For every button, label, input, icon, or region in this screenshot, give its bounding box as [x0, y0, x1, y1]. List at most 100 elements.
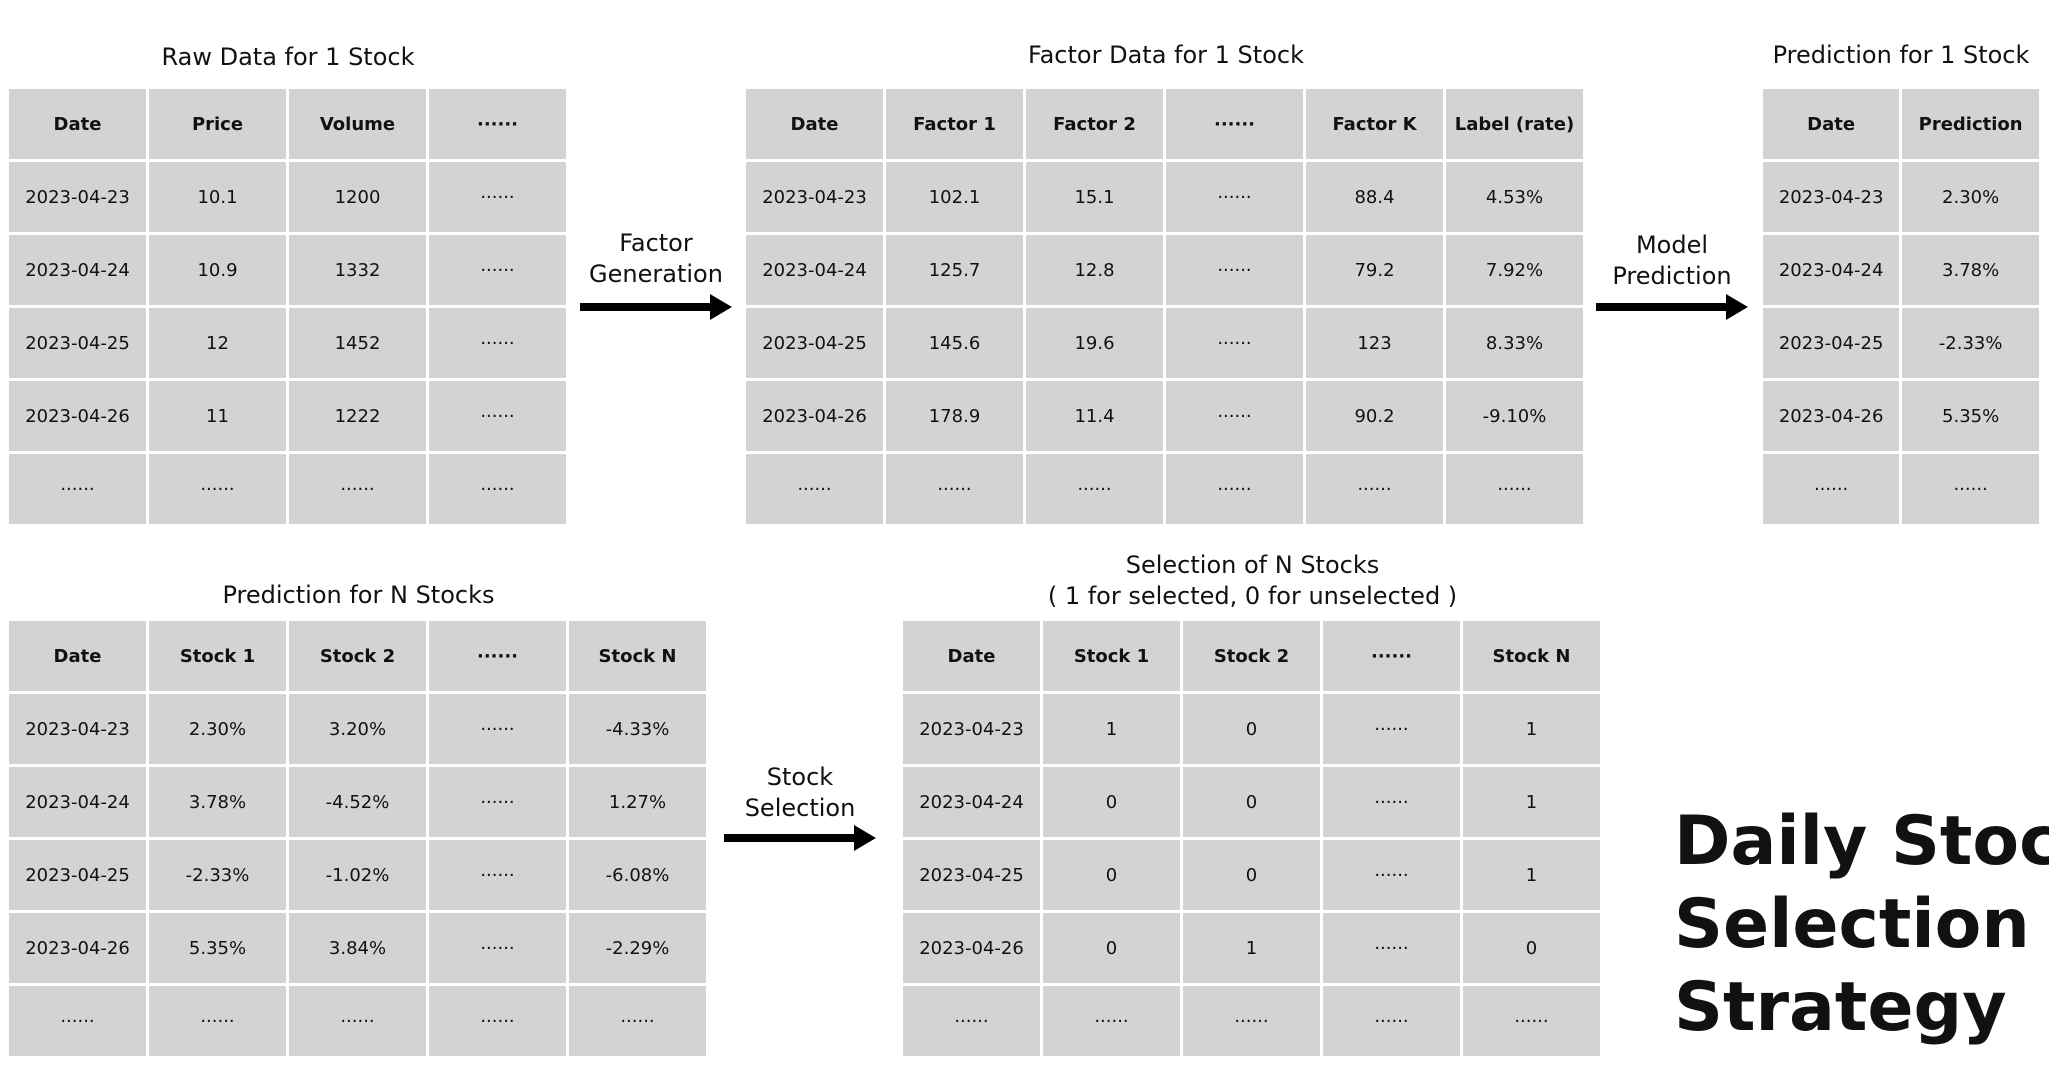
table-cell: -4.33% [566, 691, 709, 767]
table-cell: 5.35% [1899, 378, 2042, 454]
table-cell: ······ [1320, 764, 1463, 840]
table-cell: ······ [1899, 451, 2042, 527]
table-cell: -2.33% [146, 837, 289, 913]
column-header: Factor 2 [1023, 86, 1166, 162]
table-cell: ······ [426, 159, 569, 235]
header-row: Date Stock 1 Stock 2 ······ Stock N [6, 618, 709, 694]
factor-data-panel: Factor Data for 1 Stock Date Factor 1 Fact… [743, 38, 1589, 528]
header-row: Date Factor 1 Factor 2 ······ Factor K Label … [743, 86, 1586, 162]
table-cell: 7.92% [1443, 232, 1586, 308]
table-cell: ······ [566, 983, 709, 1059]
table-row: 2023-04-26 5.35% [1759, 378, 2042, 454]
table-row: 2023-04-25 -2.33% [1759, 305, 2042, 381]
table-cell: 2023-04-26 [1759, 378, 1903, 454]
table-row: 2023-04-24 10.9 1332 ······ [6, 232, 569, 308]
table-row: 2023-04-24 125.7 12.8 ······ 79.2 7.92% [743, 232, 1586, 308]
table-row: 2023-04-26 11 1222 ······ [6, 378, 569, 454]
table-cell: ······ [426, 983, 569, 1059]
column-header: Date [6, 618, 149, 694]
table-row: 2023-04-23 102.1 15.1 ······ 88.4 4.53% [743, 159, 1586, 235]
table-cell: 1 [1460, 764, 1603, 840]
factor-data-table: Date Factor 1 Factor 2 ······ Factor K Label … [743, 86, 1586, 527]
table-cell: 2023-04-26 [6, 910, 149, 986]
stock-selection-label-2: Selection [744, 794, 856, 822]
table-cell: 12.8 [1023, 232, 1166, 308]
table-row: 2023-04-26 178.9 11.4 ······ 90.2 -9.10% [743, 378, 1586, 454]
column-header: Label (rate) [1443, 86, 1586, 162]
table-row: 2023-04-25 0 0 ······ 1 [900, 837, 1603, 913]
table-cell: 123 [1303, 305, 1446, 381]
raw-data-table: Date Price Volume ······ 2023-04-23 10.1 1200 ·… [6, 86, 569, 527]
right-arrow-icon [580, 294, 732, 320]
model-prediction-arrow: Model Prediction [1594, 228, 1750, 328]
table-row: ······ ······ ······ ······ ······ [900, 983, 1603, 1059]
header-row: Date Prediction [1759, 86, 2042, 162]
table-cell: ······ [6, 451, 149, 527]
column-header: Stock 2 [286, 618, 429, 694]
table-cell: 1 [1460, 837, 1603, 913]
table-cell: -4.52% [286, 764, 429, 840]
table-cell: 1222 [286, 378, 429, 454]
table-cell: 1 [1180, 910, 1323, 986]
column-header: Date [743, 86, 886, 162]
table-cell: 8.33% [1443, 305, 1586, 381]
table-row: 2023-04-23 1 0 ······ 1 [900, 691, 1603, 767]
table-cell: 1 [1040, 691, 1183, 767]
table-cell: 2.30% [1899, 159, 2042, 235]
table-cell: ······ [1180, 983, 1323, 1059]
table-cell: ······ [900, 983, 1043, 1059]
strategy-title-line-3: Strategy [1674, 968, 2007, 1047]
table-cell: 11 [146, 378, 289, 454]
table-cell: ······ [426, 232, 569, 308]
table-cell: 12 [146, 305, 289, 381]
table-cell: 102.1 [883, 159, 1026, 235]
strategy-title: Daily Stock Selection Strategy [1674, 800, 2049, 1049]
table-cell: 0 [1180, 764, 1323, 840]
column-header: Price [146, 86, 289, 162]
table-cell: 2023-04-25 [6, 305, 149, 381]
table-cell: 2023-04-23 [900, 691, 1043, 767]
table-cell: 1 [1460, 691, 1603, 767]
table-cell: ······ [286, 983, 429, 1059]
prediction-one-title: Prediction for 1 Stock [1772, 41, 2030, 69]
header-row: Date Price Volume ······ [6, 86, 569, 162]
table-cell: 2023-04-23 [6, 159, 149, 235]
factor-generation-arrow: Factor Generation [578, 226, 734, 326]
table-cell: ······ [1460, 983, 1603, 1059]
table-cell: ······ [426, 837, 569, 913]
column-header: Prediction [1899, 86, 2042, 162]
table-cell: 2023-04-23 [6, 691, 149, 767]
prediction-n-table: Date Stock 1 Stock 2 ······ Stock N 2023-04-2… [6, 618, 709, 1059]
factor-generation-label-2: Generation [589, 260, 723, 288]
column-header: Date [900, 618, 1043, 694]
table-cell: ······ [883, 451, 1026, 527]
factor-data-title: Factor Data for 1 Stock [1028, 41, 1304, 69]
table-cell: ······ [426, 691, 569, 767]
table-cell: 2023-04-24 [1759, 232, 1903, 308]
table-cell: 2023-04-26 [900, 910, 1043, 986]
column-header: Stock 1 [1040, 618, 1183, 694]
table-row: 2023-04-23 10.1 1200 ······ [6, 159, 569, 235]
table-cell: ······ [1759, 451, 1903, 527]
table-cell: 11.4 [1023, 378, 1166, 454]
column-header: Factor K [1303, 86, 1446, 162]
table-cell: -9.10% [1443, 378, 1586, 454]
column-header: Factor 1 [883, 86, 1026, 162]
table-cell: 10.9 [146, 232, 289, 308]
table-cell: ······ [1040, 983, 1183, 1059]
table-cell: -1.02% [286, 837, 429, 913]
table-cell: ······ [426, 451, 569, 527]
table-cell: 0 [1040, 837, 1183, 913]
table-cell: 0 [1180, 837, 1323, 913]
table-row: ······ ······ ······ ······ ······ ······ [743, 451, 1586, 527]
table-cell: 2023-04-24 [6, 232, 149, 308]
table-cell: 4.53% [1443, 159, 1586, 235]
table-cell: 2023-04-24 [900, 764, 1043, 840]
selection-title: Selection of N Stocks [1125, 551, 1380, 579]
table-cell: ······ [1320, 983, 1463, 1059]
table-row: 2023-04-26 5.35% 3.84% ······ -2.29% [6, 910, 709, 986]
table-cell: 2.30% [146, 691, 289, 767]
factor-generation-label-1: Factor [619, 229, 693, 257]
table-row: ······ ······ ······ ······ ······ [6, 983, 709, 1059]
table-cell: 2023-04-24 [743, 232, 886, 308]
